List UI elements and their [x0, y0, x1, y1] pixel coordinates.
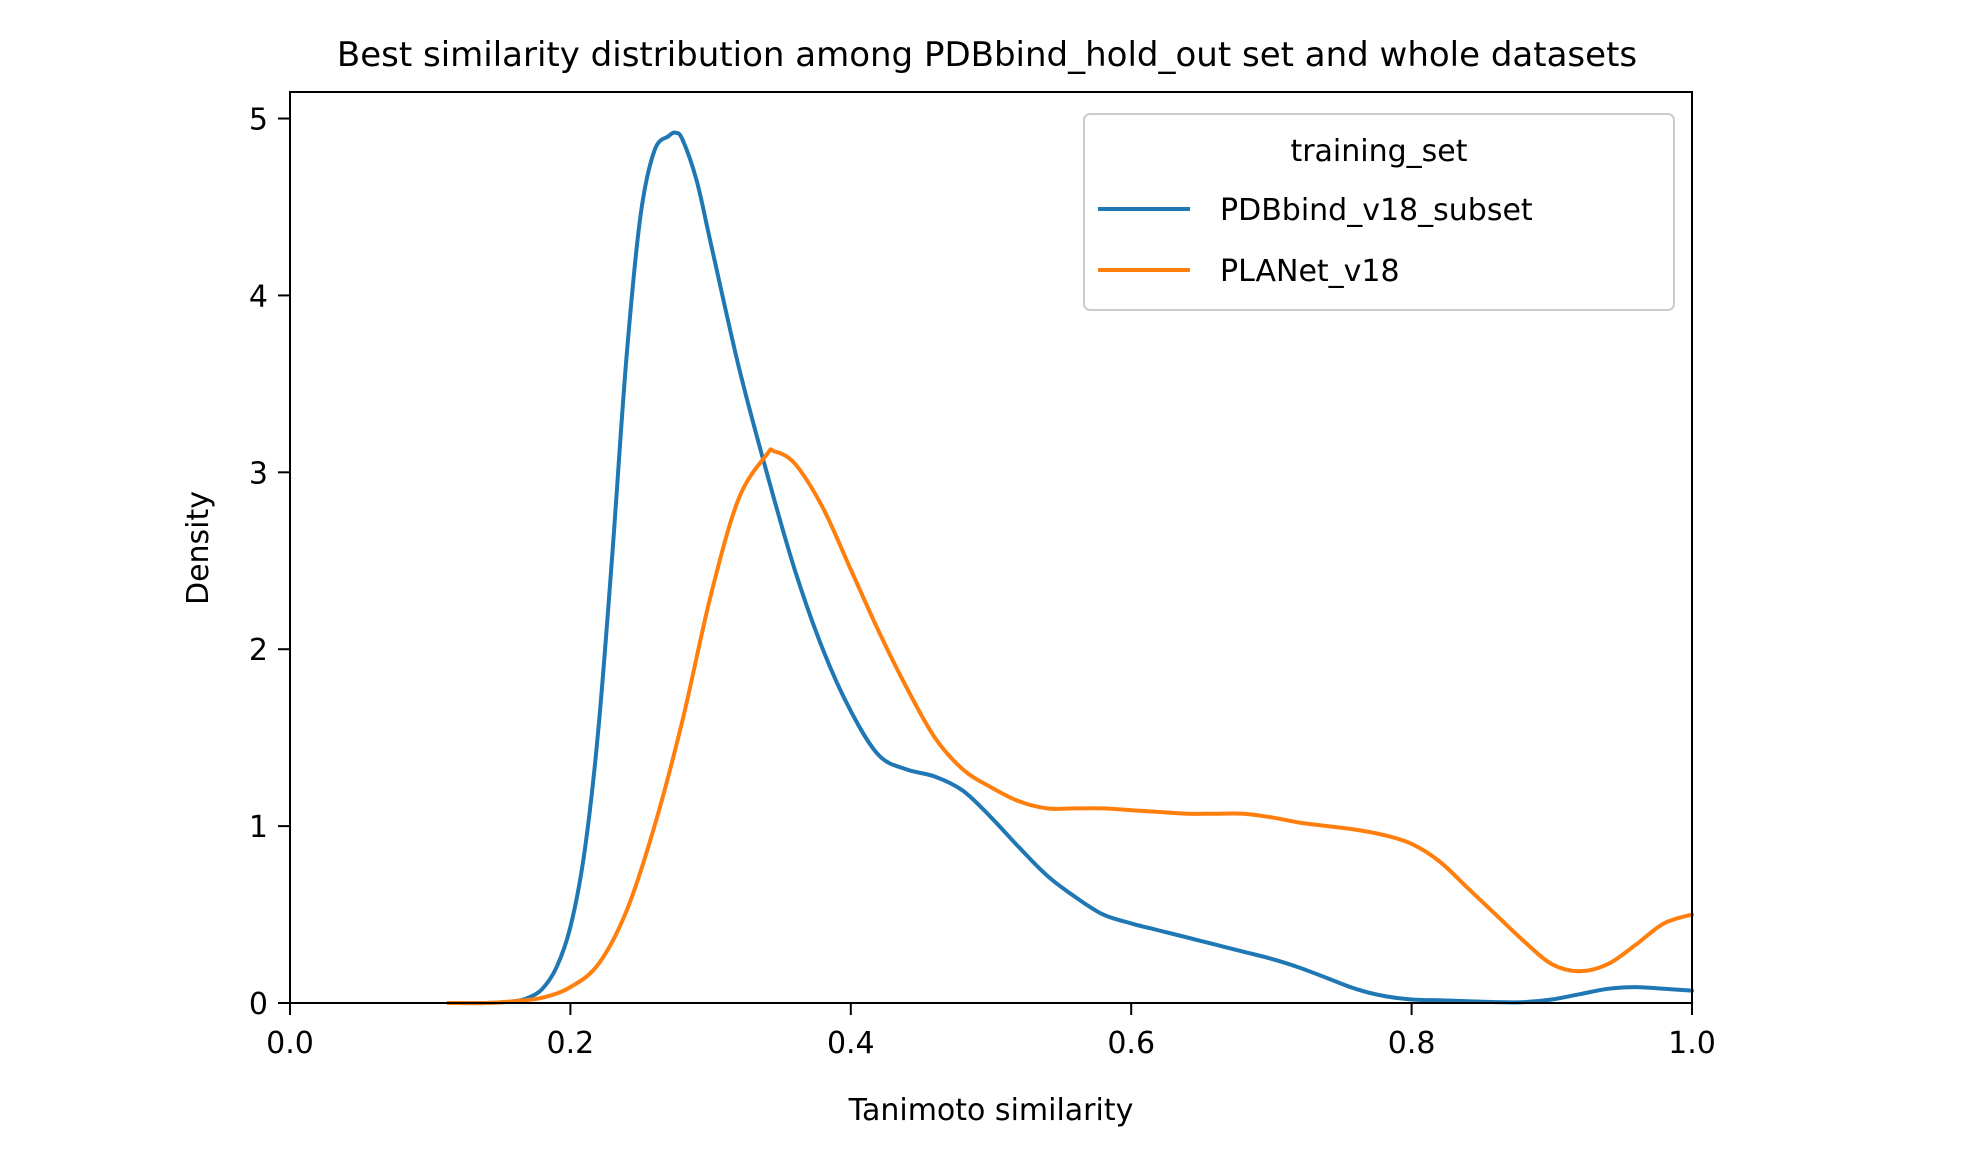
x-tick-label: 0.8 [1388, 1026, 1436, 1061]
series-line-PDBbind_v18_subset [446, 130, 1694, 1006]
x-tick-label: 0.2 [547, 1026, 595, 1061]
y-tick-label: 1 [249, 810, 268, 845]
y-tick-label: 2 [249, 633, 268, 668]
legend-box [1083, 113, 1675, 311]
x-tick-label: 1.0 [1668, 1026, 1716, 1061]
legend-title: training_set [1290, 134, 1467, 169]
y-tick-label: 4 [249, 279, 268, 314]
y-axis-label: Density [181, 491, 216, 605]
plot-frame [289, 91, 1693, 1004]
y-tick-label: 3 [249, 456, 268, 491]
series-line-PLANet_v18 [446, 447, 1694, 1006]
y-tick-label: 5 [249, 103, 268, 138]
series-curves [446, 130, 1694, 1006]
y-tick-label: 0 [249, 987, 268, 1022]
y-axis: 0 1 2 3 4 5 [249, 103, 290, 1022]
chart-title: Best similarity distribution among PDBbi… [337, 35, 1637, 75]
x-tick-label: 0.0 [266, 1026, 314, 1061]
legend-label-planet: PLANet_v18 [1220, 254, 1400, 289]
x-axis-label: Tanimoto similarity [848, 1093, 1134, 1128]
x-tick-label: 0.4 [827, 1026, 875, 1061]
legend: training_set PDBbind_v18_subset PLANet_v… [1083, 113, 1675, 311]
x-axis: 0.0 0.2 0.4 0.6 0.8 1.0 [266, 1003, 1716, 1061]
legend-label-pdbbind: PDBbind_v18_subset [1220, 193, 1533, 228]
x-tick-label: 0.6 [1107, 1026, 1155, 1061]
